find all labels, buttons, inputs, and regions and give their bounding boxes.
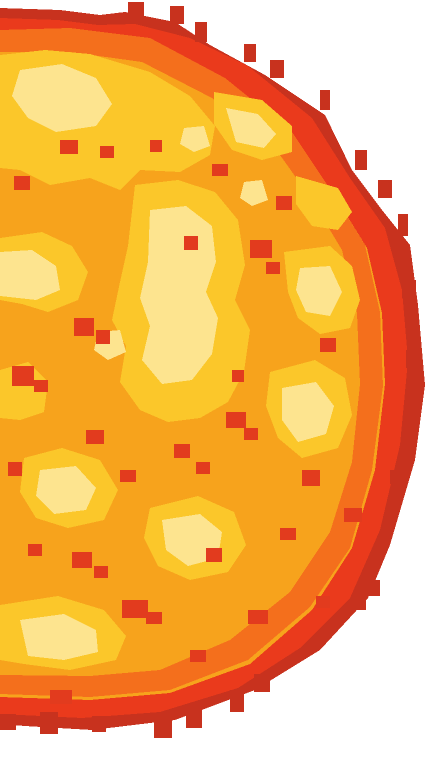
sun-edge-flare-17 <box>230 690 244 712</box>
sun-edge-flare-9 <box>398 214 408 236</box>
sun-red-spot-12 <box>244 428 258 440</box>
sun-red-spot-4 <box>212 164 228 176</box>
sun-red-spot-22 <box>146 612 162 624</box>
sun-red-spot-20 <box>206 548 222 562</box>
sun-edge-flare-11 <box>406 350 418 368</box>
sun-edge-flare-6 <box>320 90 330 110</box>
sun-red-spot-24 <box>50 690 72 704</box>
sun-edge-flare-18 <box>186 708 202 728</box>
sun-red-spot-26 <box>276 196 292 210</box>
sun-red-spot-7 <box>74 318 94 336</box>
sun-highlight-5 <box>282 382 334 442</box>
sun-edge-flare-7 <box>355 150 367 170</box>
sun-red-spot-2 <box>100 146 114 158</box>
sun-red-spot-33 <box>280 528 296 540</box>
sun-flares <box>0 2 418 738</box>
sun-highlight-6 <box>36 466 96 514</box>
sun-edge-flare-22 <box>0 714 16 730</box>
sun-edge-flare-5 <box>270 60 284 78</box>
sun-red-spot-32 <box>8 462 22 476</box>
sun-red-spot-8 <box>96 330 110 344</box>
sun-edge-flare-14 <box>368 580 380 596</box>
sun-red-spot-11 <box>226 412 246 428</box>
sun-red-spot-29 <box>150 140 162 152</box>
sun-red-spot-30 <box>184 236 198 250</box>
sun-edge-flare-19 <box>154 716 172 738</box>
sun-red-spot-9 <box>12 366 34 386</box>
sun-highlight-8 <box>20 614 98 660</box>
sun-red-spot-14 <box>174 444 190 458</box>
sun-edge-flare-13 <box>390 470 402 484</box>
sun-red-spot-21 <box>122 600 148 618</box>
sun-red-spot-19 <box>94 566 108 578</box>
sun-highlight-4 <box>296 266 342 316</box>
sun-hot-region-10 <box>296 176 352 230</box>
sun-edge-flare-3 <box>195 22 207 42</box>
sun-highlight-13 <box>240 180 268 206</box>
sun-highlight-11 <box>180 126 210 152</box>
sun-highlight-3 <box>0 250 60 300</box>
sun-red-spot-10 <box>34 380 48 392</box>
sun-red-spot-17 <box>120 470 136 482</box>
sun-highlight-9 <box>226 108 276 148</box>
sun-red-spot-16 <box>302 470 320 486</box>
sun-red-spot-23 <box>248 610 268 624</box>
sun-edge-flare-16 <box>254 674 270 692</box>
sun-red-spot-1 <box>60 140 78 154</box>
sun-highlight-10 <box>56 94 86 120</box>
sun-edge-flare-2 <box>170 6 184 24</box>
sun-edge-flare-8 <box>378 180 392 198</box>
sun-red-spot-18 <box>72 552 92 568</box>
sun-red-spot-5 <box>250 240 272 258</box>
sun-red-spot-28 <box>344 508 362 522</box>
sun-red-spot-31 <box>232 370 244 382</box>
sun-red-spot-27 <box>28 544 42 556</box>
sun-edge-flare-4 <box>244 44 256 62</box>
sun-surface-pattern <box>0 28 383 704</box>
sun-edge-flare-15 <box>356 596 366 610</box>
sun-red-spot-34 <box>316 596 330 608</box>
sun-highlight-2 <box>140 206 218 384</box>
sun-red-spot-13 <box>86 430 104 444</box>
sun-red-spot-6 <box>266 262 280 274</box>
sun-edge-flare-12 <box>404 402 414 418</box>
sun-edge-flare-20 <box>92 716 106 732</box>
sun-edge-flare-1 <box>128 2 144 24</box>
sun-edge-flare-21 <box>40 712 58 734</box>
sun-red-spot-25 <box>320 338 336 352</box>
sun-disc <box>0 2 425 738</box>
sun-edge-flare-10 <box>402 280 416 298</box>
sun-red-spot-15 <box>196 462 210 474</box>
sun-red-spot-35 <box>190 650 206 662</box>
sun-red-spot-3 <box>14 176 30 190</box>
